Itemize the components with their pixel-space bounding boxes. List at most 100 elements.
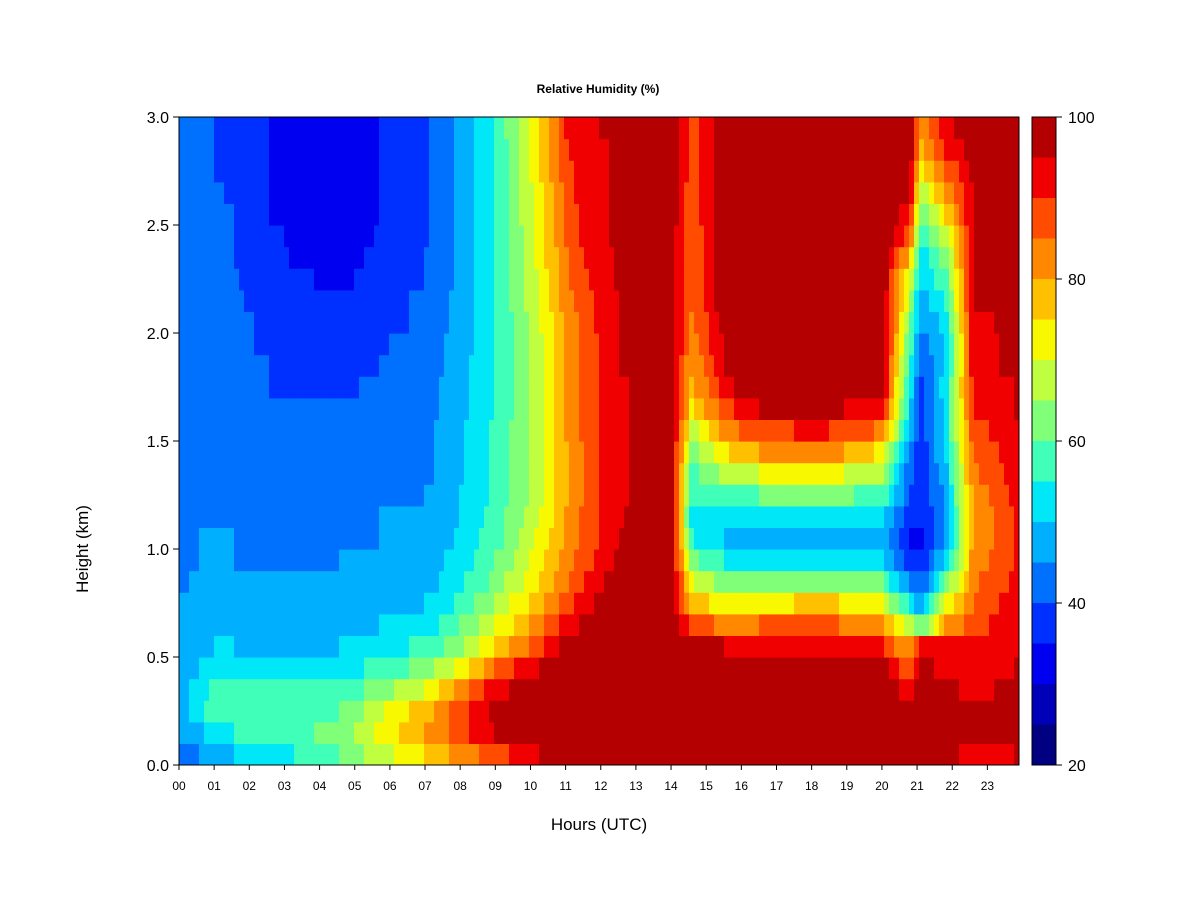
heatmap-cell — [334, 354, 340, 377]
heatmap-cell — [319, 376, 325, 399]
heatmap-cell — [424, 657, 430, 680]
heatmap-cell — [309, 138, 315, 161]
heatmap-cell — [409, 397, 415, 420]
heatmap-cell — [859, 376, 865, 399]
heatmap-cell — [264, 376, 270, 399]
heatmap-cell — [779, 397, 785, 420]
heatmap-cell — [314, 570, 320, 593]
heatmap-cell — [434, 376, 440, 399]
heatmap-cell — [789, 117, 795, 140]
heatmap-cell — [979, 419, 985, 442]
heatmap-cell — [409, 613, 415, 636]
heatmap-cell — [869, 311, 875, 334]
heatmap-cell — [714, 678, 720, 701]
heatmap-cell — [994, 419, 1000, 442]
heatmap-cell — [289, 721, 295, 744]
heatmap-cell — [379, 289, 385, 312]
heatmap-cell — [1009, 700, 1015, 723]
heatmap-cell — [359, 657, 365, 680]
heatmap-cell — [244, 419, 250, 442]
heatmap-cell — [744, 138, 750, 161]
heatmap-cell — [274, 160, 280, 183]
heatmap-cell — [409, 592, 415, 615]
heatmap-cell — [954, 613, 960, 636]
heatmap-cell — [439, 333, 445, 356]
heatmap-cell — [784, 397, 790, 420]
heatmap-cell — [579, 268, 585, 291]
heatmap-cell — [514, 549, 520, 572]
heatmap-cell — [679, 441, 685, 464]
heatmap-cell — [749, 635, 755, 658]
heatmap-cell — [914, 635, 920, 658]
heatmap-cell — [449, 484, 455, 507]
heatmap-cell — [439, 289, 445, 312]
heatmap-cell — [754, 484, 760, 507]
heatmap-cell — [354, 700, 360, 723]
heatmap-cell — [589, 268, 595, 291]
heatmap-cell — [904, 376, 910, 399]
heatmap-cell — [474, 117, 480, 140]
heatmap-cell — [229, 397, 235, 420]
heatmap-cell — [774, 549, 780, 572]
heatmap-cell — [914, 462, 920, 485]
heatmap-cell — [989, 613, 995, 636]
heatmap-cell — [714, 592, 720, 615]
heatmap-cell — [969, 484, 975, 507]
heatmap-cell — [429, 743, 435, 765]
heatmap-cell — [554, 635, 560, 658]
heatmap-cell — [834, 484, 840, 507]
heatmap-cell — [414, 225, 420, 248]
heatmap-cell — [914, 441, 920, 464]
heatmap-cell — [959, 138, 965, 161]
heatmap-cell — [799, 462, 805, 485]
heatmap-cell — [319, 721, 325, 744]
heatmap-cell — [564, 721, 570, 744]
heatmap-cell — [829, 721, 835, 744]
heatmap-cell — [949, 743, 955, 765]
heatmap-cell — [349, 570, 355, 593]
heatmap-cell — [894, 484, 900, 507]
heatmap-cell — [634, 419, 640, 442]
heatmap-cell — [184, 505, 190, 528]
heatmap-cell — [294, 225, 300, 248]
heatmap-cell — [404, 160, 410, 183]
heatmap-cell — [654, 354, 660, 377]
heatmap-cell — [549, 419, 555, 442]
heatmap-cell — [874, 138, 880, 161]
heatmap-cell — [529, 246, 535, 269]
heatmap-cell — [719, 441, 725, 464]
heatmap-cell — [734, 657, 740, 680]
heatmap-cell — [649, 246, 655, 269]
heatmap-cell — [979, 657, 985, 680]
heatmap-cell — [954, 635, 960, 658]
heatmap-cell — [649, 268, 655, 291]
heatmap-cell — [644, 678, 650, 701]
heatmap-cell — [354, 419, 360, 442]
heatmap-cell — [179, 203, 185, 226]
heatmap-cell — [244, 484, 250, 507]
heatmap-cell — [604, 268, 610, 291]
heatmap-cell — [244, 592, 250, 615]
heatmap-cell — [484, 376, 490, 399]
heatmap-cell — [829, 419, 835, 442]
heatmap-cell — [639, 376, 645, 399]
heatmap-cell — [609, 419, 615, 442]
heatmap-cell — [554, 549, 560, 572]
heatmap-cell — [739, 505, 745, 528]
heatmap-cell — [789, 613, 795, 636]
heatmap-cell — [634, 721, 640, 744]
heatmap-cell — [874, 225, 880, 248]
heatmap-cell — [994, 268, 1000, 291]
heatmap-cell — [669, 203, 675, 226]
heatmap-cell — [699, 203, 705, 226]
heatmap-cell — [714, 570, 720, 593]
heatmap-cell — [819, 354, 825, 377]
heatmap-cell — [674, 657, 680, 680]
heatmap-cell — [539, 505, 545, 528]
heatmap-cell — [924, 721, 930, 744]
heatmap-cell — [359, 635, 365, 658]
heatmap-cell — [954, 246, 960, 269]
heatmap-cell — [249, 203, 255, 226]
heatmap-cell — [944, 678, 950, 701]
heatmap-cell — [389, 678, 395, 701]
